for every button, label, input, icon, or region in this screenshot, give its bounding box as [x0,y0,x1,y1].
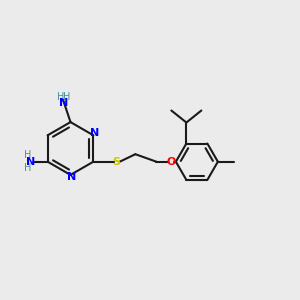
Text: N: N [68,172,76,182]
Text: N: N [59,98,68,108]
Text: H: H [57,92,64,103]
Text: N: N [26,157,35,167]
Text: N: N [90,128,100,138]
Text: H: H [24,150,32,160]
Text: H: H [63,92,70,103]
Text: H: H [24,163,32,173]
Text: O: O [167,157,176,167]
Text: S: S [112,157,121,167]
